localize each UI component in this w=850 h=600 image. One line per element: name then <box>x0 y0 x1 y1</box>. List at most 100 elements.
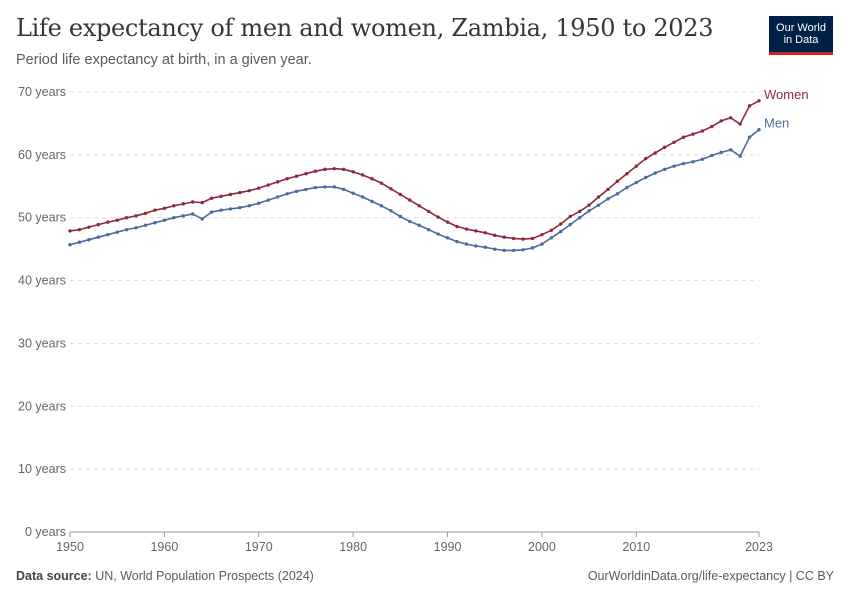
data-point-women[interactable] <box>143 211 148 216</box>
data-point-men[interactable] <box>747 135 752 139</box>
data-point-men[interactable] <box>464 242 469 246</box>
data-point-women[interactable] <box>238 190 242 195</box>
data-point-men[interactable] <box>606 197 610 201</box>
data-point-women[interactable] <box>379 181 384 185</box>
data-point-women[interactable] <box>502 235 506 239</box>
data-point-women[interactable] <box>445 220 450 224</box>
data-point-women[interactable] <box>644 156 648 161</box>
data-point-men[interactable] <box>247 204 252 208</box>
data-point-men[interactable] <box>728 148 733 152</box>
data-point-women[interactable] <box>181 202 185 206</box>
data-point-women[interactable] <box>408 198 412 202</box>
data-point-women[interactable] <box>389 187 393 191</box>
data-point-men[interactable] <box>559 229 563 234</box>
data-point-men[interactable] <box>106 232 110 237</box>
data-point-men[interactable] <box>200 217 204 221</box>
data-point-men[interactable] <box>379 204 384 208</box>
data-point-women[interactable] <box>719 119 723 123</box>
data-point-men[interactable] <box>681 161 686 166</box>
data-point-women[interactable] <box>313 169 318 173</box>
data-point-women[interactable] <box>596 195 601 199</box>
data-point-women[interactable] <box>540 232 544 237</box>
data-point-women[interactable] <box>134 214 138 218</box>
data-point-men[interactable] <box>360 195 365 199</box>
data-point-women[interactable] <box>549 228 554 232</box>
data-point-women[interactable] <box>747 104 752 108</box>
data-point-women[interactable] <box>209 196 214 200</box>
data-point-men[interactable] <box>644 175 648 180</box>
data-point-women[interactable] <box>474 229 478 233</box>
data-point-men[interactable] <box>577 216 582 220</box>
data-point-men[interactable] <box>257 201 261 205</box>
owid-logo[interactable]: Our World in Data <box>769 16 833 55</box>
data-point-men[interactable] <box>228 207 233 211</box>
data-point-women[interactable] <box>511 236 516 241</box>
data-point-men[interactable] <box>294 189 299 194</box>
data-point-women[interactable] <box>606 187 610 192</box>
data-point-men[interactable] <box>370 199 374 204</box>
data-point-women[interactable] <box>96 222 101 227</box>
data-point-men[interactable] <box>426 227 431 232</box>
data-point-women[interactable] <box>625 172 629 176</box>
data-point-men[interactable] <box>521 248 525 252</box>
data-point-women[interactable] <box>455 224 459 229</box>
data-point-women[interactable] <box>266 183 270 187</box>
data-point-women[interactable] <box>615 179 620 183</box>
data-point-women[interactable] <box>115 218 119 222</box>
data-point-women[interactable] <box>124 216 129 220</box>
data-point-men[interactable] <box>304 187 308 192</box>
data-point-men[interactable] <box>615 192 620 196</box>
data-point-men[interactable] <box>700 157 705 161</box>
data-point-women[interactable] <box>728 116 733 120</box>
data-point-women[interactable] <box>342 167 346 172</box>
data-point-women[interactable] <box>294 174 299 178</box>
data-point-women[interactable] <box>530 236 535 241</box>
data-point-women[interactable] <box>634 164 639 168</box>
data-point-men[interactable] <box>181 214 185 218</box>
data-point-men[interactable] <box>323 185 327 189</box>
data-point-women[interactable] <box>87 225 91 229</box>
data-point-women[interactable] <box>577 209 582 214</box>
data-point-women[interactable] <box>228 192 233 197</box>
data-point-men[interactable] <box>417 223 421 227</box>
data-point-men[interactable] <box>710 153 714 158</box>
data-point-women[interactable] <box>106 220 110 224</box>
data-point-men[interactable] <box>342 187 346 192</box>
data-point-men[interactable] <box>162 218 167 222</box>
data-point-men[interactable] <box>483 245 487 249</box>
data-point-men[interactable] <box>389 209 393 213</box>
data-point-men[interactable] <box>436 232 440 236</box>
data-point-men[interactable] <box>672 164 676 168</box>
data-point-women[interactable] <box>691 132 695 136</box>
data-point-men[interactable] <box>408 219 412 224</box>
data-point-men[interactable] <box>587 209 591 213</box>
data-point-women[interactable] <box>436 215 440 219</box>
data-point-women[interactable] <box>77 227 82 232</box>
data-point-men[interactable] <box>625 185 629 190</box>
data-point-men[interactable] <box>266 198 270 202</box>
data-point-women[interactable] <box>710 124 714 129</box>
data-point-men[interactable] <box>455 239 459 244</box>
data-point-women[interactable] <box>153 208 157 212</box>
data-point-men[interactable] <box>285 192 289 196</box>
data-point-women[interactable] <box>172 204 176 208</box>
data-point-women[interactable] <box>332 166 336 171</box>
data-point-women[interactable] <box>681 135 686 139</box>
data-point-women[interactable] <box>483 231 487 235</box>
data-point-women[interactable] <box>568 214 572 219</box>
data-point-women[interactable] <box>275 180 280 184</box>
data-point-men[interactable] <box>275 195 280 199</box>
data-point-men[interactable] <box>143 223 148 227</box>
data-point-men[interactable] <box>190 212 195 216</box>
data-point-women[interactable] <box>370 177 374 181</box>
data-point-women[interactable] <box>360 173 365 177</box>
data-point-women[interactable] <box>304 172 308 176</box>
data-point-women[interactable] <box>653 151 657 155</box>
footer-link[interactable]: OurWorldinData.org/life-expectancy | CC … <box>587 569 834 583</box>
data-point-women[interactable] <box>285 177 289 181</box>
data-point-men[interactable] <box>115 230 119 234</box>
data-point-men[interactable] <box>662 167 667 172</box>
data-point-men[interactable] <box>398 214 403 219</box>
data-point-men[interactable] <box>96 235 101 239</box>
data-point-men[interactable] <box>474 244 478 248</box>
